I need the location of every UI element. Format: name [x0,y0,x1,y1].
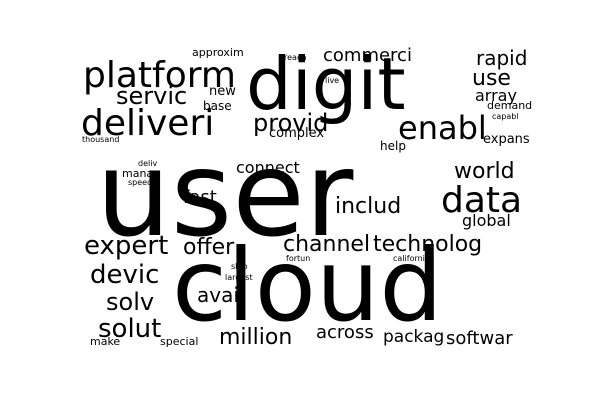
word-expans: expans [483,132,530,147]
word-user: user [96,125,354,263]
word-offer: offer [183,235,235,260]
word-channel: channel [283,232,371,257]
word-complex: complex [269,126,325,141]
word-deliv: deliv [138,159,158,168]
word-platform: platform [83,55,236,96]
word-servic: servic [116,82,188,110]
word-solv: solv [106,288,155,316]
word-reach: reach [284,53,307,62]
word-includ: includ [335,194,402,219]
word-ship: ship [231,262,248,271]
word-expert: expert [84,231,169,261]
word-rapid: rapid [476,46,528,70]
word-demand: demand [487,99,533,112]
word-help: help [380,139,406,153]
word-across: across [316,322,374,343]
word-deliveri: deliveri [81,103,215,144]
word-packag: packag [383,327,445,347]
word-base: base [203,99,232,113]
word-capabl: capabl [492,112,519,121]
word-provid: provid [253,109,329,137]
word-world: world [454,159,515,184]
word-new: new [209,84,236,99]
word-use: use [472,66,511,91]
word-avail: avail [197,283,245,307]
word-technolog: technolog [373,232,483,257]
word-data: data [441,180,523,221]
word-fast: fast [183,187,217,208]
word-million: million [219,325,293,350]
word-make: make [90,335,121,348]
word-solut: solut [98,314,162,344]
word-approxim: approxim [192,46,244,59]
word-fortun: fortun [286,254,311,263]
word-special: special [160,335,199,348]
word-digit: digit [246,42,406,126]
word-thousand: thousand [82,135,120,144]
word-manag: manag [122,167,161,180]
word-live: live [325,76,340,85]
word-commerci: commerci [323,45,412,66]
word-softwar: softwar [446,328,513,349]
word-largest: largest [225,273,253,282]
word-cloud: cloud [172,227,443,344]
word-enabl: enabl [398,109,487,147]
word-california: california [393,254,430,263]
word-array: array [475,86,517,105]
word-connect: connect [236,158,300,177]
word-speed: speed [128,178,153,187]
word-global: global [462,211,511,230]
word-devic: devic [90,260,160,290]
